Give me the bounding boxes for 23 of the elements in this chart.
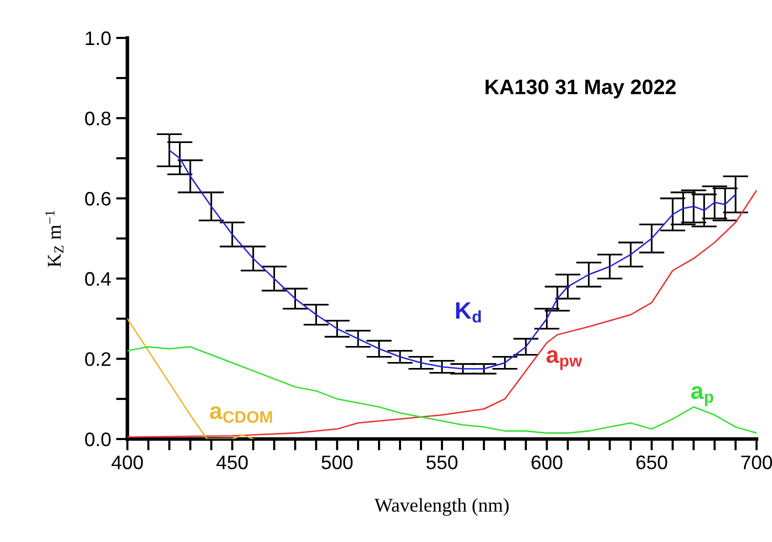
series-label: a$_{pw}$ — [546, 350, 582, 370]
line-series — [168, 150, 736, 370]
x-tick-label: 450 — [216, 456, 248, 470]
line-series — [127, 190, 757, 438]
y-tick-label: 0.4 — [85, 272, 111, 286]
x-tick-label: 550 — [426, 456, 458, 470]
y-tick-label: 0.8 — [85, 112, 111, 126]
x-tick-label: 700 — [741, 456, 772, 470]
x-tick-label: 500 — [322, 456, 353, 470]
x-tick-label: 400 — [112, 456, 143, 470]
y-axis-title: K$_{Z}$ m$^{−1}$ — [45, 210, 64, 267]
y-tick-label: 0.2 — [85, 352, 110, 366]
series-label: K$_{d}$ — [456, 302, 481, 323]
y-tick-label: 1.0 — [86, 31, 111, 46]
x-tick-label: 650 — [636, 456, 668, 470]
x-axis-title: Wavelength (nm) — [374, 498, 509, 516]
y-tick-label: 0.6 — [85, 192, 111, 206]
series-label: a$_{p}$ — [691, 386, 714, 406]
line-series — [127, 346, 757, 434]
series-label: a$_{CDOM}$ — [210, 406, 272, 423]
x-tick-label: 600 — [532, 456, 562, 470]
y-tick-label: 0.0 — [85, 432, 111, 446]
text: KA130 31 May 2022 — [486, 80, 676, 98]
